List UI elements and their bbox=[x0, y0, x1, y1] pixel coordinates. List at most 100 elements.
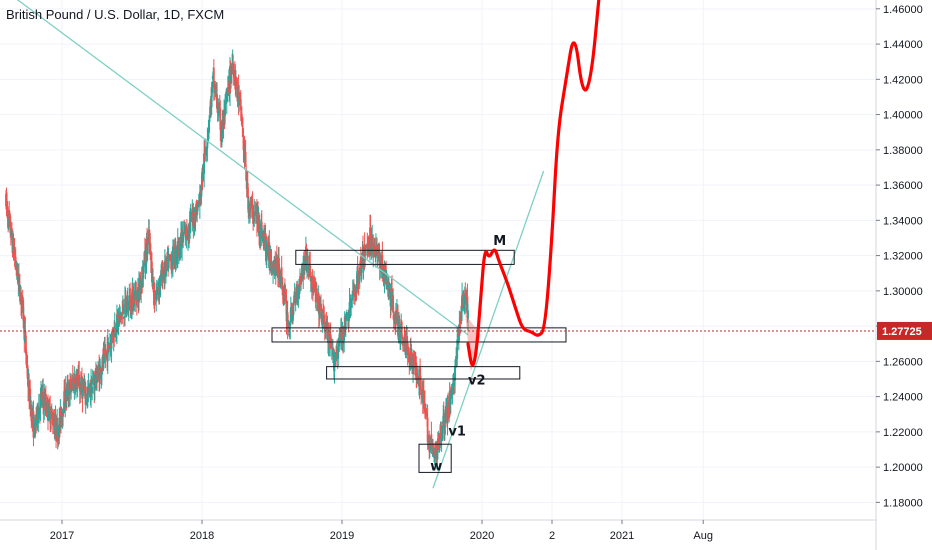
candle-body bbox=[397, 315, 399, 337]
candle-body bbox=[292, 301, 295, 315]
candle-body bbox=[230, 75, 232, 82]
candle-body bbox=[169, 256, 172, 261]
candle-body bbox=[83, 383, 86, 387]
candle-body bbox=[9, 215, 12, 234]
candle-body bbox=[346, 312, 349, 316]
candle-body bbox=[359, 259, 362, 267]
trendline bbox=[432, 170, 545, 489]
candle-body bbox=[355, 286, 357, 295]
candle-body bbox=[37, 407, 40, 419]
x-tick-label: 2018 bbox=[190, 530, 214, 542]
trendline bbox=[16, 0, 469, 336]
candle-body bbox=[437, 432, 440, 437]
candle-body bbox=[432, 443, 435, 456]
time-axis[interactable]: 2017 2018 2019 2020 2 2021 Aug bbox=[0, 519, 876, 542]
candle-body bbox=[249, 206, 251, 213]
candle-body bbox=[153, 290, 155, 296]
chart-title: British Pound / U.S. Dollar, 1D, FXCM bbox=[6, 7, 225, 22]
candle-body bbox=[309, 277, 312, 282]
candle-body bbox=[452, 382, 454, 395]
candle-body bbox=[440, 436, 443, 441]
candle-body bbox=[384, 265, 386, 271]
candle-body bbox=[196, 203, 199, 212]
candle-body bbox=[76, 379, 79, 387]
candle-body bbox=[388, 288, 391, 291]
candle-body bbox=[349, 302, 352, 317]
candle-body bbox=[195, 204, 197, 219]
candle-body bbox=[464, 289, 467, 295]
candle-body bbox=[396, 309, 399, 315]
candle-body bbox=[123, 315, 126, 318]
candle-body bbox=[285, 300, 288, 322]
candle-body bbox=[279, 280, 282, 285]
candle-body bbox=[123, 316, 125, 319]
candle-body bbox=[316, 294, 319, 298]
candle-body bbox=[426, 417, 429, 443]
candle-body bbox=[338, 334, 341, 347]
trendlines[interactable] bbox=[6, 0, 545, 489]
candle-body bbox=[48, 402, 50, 417]
candle-body bbox=[85, 395, 88, 400]
candle-body bbox=[20, 291, 22, 304]
candle-body bbox=[36, 405, 39, 421]
candle-body bbox=[281, 282, 284, 286]
candle-body bbox=[15, 262, 18, 269]
candle-body bbox=[466, 293, 468, 300]
candle-body bbox=[352, 289, 355, 295]
candle-body bbox=[267, 242, 270, 255]
candle-body bbox=[82, 386, 84, 397]
y-tick-label: 1.42000 bbox=[883, 74, 923, 86]
candle-body bbox=[288, 328, 291, 330]
candle-body bbox=[251, 199, 253, 204]
candle-body bbox=[382, 273, 384, 277]
candle-body bbox=[235, 80, 237, 88]
candle-body bbox=[210, 88, 213, 108]
candle-body bbox=[258, 231, 261, 236]
y-tick-label: 1.20000 bbox=[883, 462, 923, 474]
candle-body bbox=[173, 260, 176, 264]
candle-body bbox=[356, 267, 359, 270]
candle-body bbox=[116, 314, 118, 334]
projection-path bbox=[466, 0, 601, 367]
candle-body bbox=[442, 412, 445, 419]
annotation-label: w bbox=[430, 460, 442, 475]
candle-body bbox=[200, 185, 203, 197]
candle-body bbox=[106, 341, 109, 362]
zones[interactable] bbox=[271, 249, 567, 473]
projection[interactable] bbox=[465, 0, 601, 372]
candle-body bbox=[216, 94, 218, 108]
candle-body bbox=[40, 390, 42, 392]
candle-body bbox=[16, 265, 19, 276]
candle-body bbox=[303, 259, 306, 263]
candle-body bbox=[206, 140, 209, 149]
candle-body bbox=[467, 310, 469, 320]
candle-body bbox=[390, 292, 392, 307]
candle-body bbox=[190, 213, 193, 215]
candle-body bbox=[42, 391, 45, 401]
candle-body bbox=[381, 255, 384, 279]
candle-body bbox=[151, 261, 153, 283]
candle-body bbox=[175, 255, 178, 257]
candle-body bbox=[348, 312, 350, 322]
candle-body bbox=[34, 417, 36, 437]
candle-body bbox=[26, 359, 28, 367]
price-axis[interactable]: 1.180001.200001.220001.240001.260001.280… bbox=[875, 0, 923, 550]
candle-body bbox=[449, 393, 452, 405]
candle-body bbox=[289, 322, 292, 326]
candle-body bbox=[399, 330, 402, 338]
current-price-label: 1.27725 bbox=[882, 326, 922, 338]
y-tick-label: 1.34000 bbox=[883, 215, 923, 227]
candle-body bbox=[288, 325, 291, 327]
candle-body bbox=[211, 76, 214, 80]
candle-body bbox=[83, 386, 85, 389]
candle-body bbox=[74, 379, 76, 384]
candle-body bbox=[91, 386, 94, 393]
candle-body bbox=[268, 242, 271, 261]
candle-body bbox=[226, 87, 229, 96]
candle-body bbox=[187, 235, 189, 238]
candle-body bbox=[102, 354, 105, 366]
candle-body bbox=[68, 393, 71, 395]
candle-body bbox=[122, 304, 125, 315]
candle-body bbox=[392, 295, 395, 313]
